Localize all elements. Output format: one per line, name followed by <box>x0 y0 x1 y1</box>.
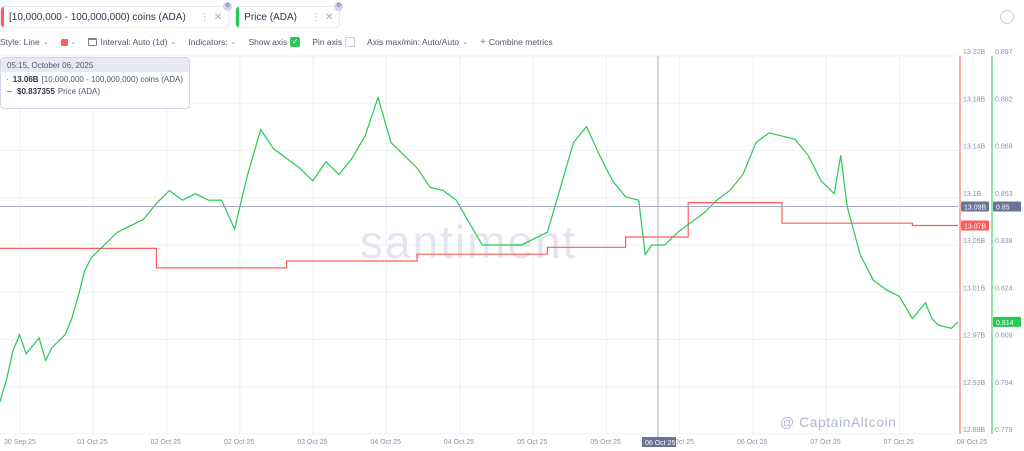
axis-minmax-dropdown[interactable]: Axis max/min: Auto/Auto ⌄ <box>367 37 468 47</box>
y-tick-label: 13.14B <box>963 144 986 151</box>
y-tick-label: 13.22B <box>963 49 986 56</box>
y-tick-label: 0.853 <box>995 191 1013 198</box>
x-tick-label: 08 Oct 25 <box>957 439 987 446</box>
x-tick-label: 02 Oct 25 <box>151 439 181 446</box>
y-tick-label: 12.93B <box>963 380 986 387</box>
crosshair-date-bg <box>642 437 676 447</box>
axis-minmax-label: Axis max/min: Auto/Auto <box>367 37 460 47</box>
pin-axis-label: Pin axis <box>312 37 343 47</box>
price-crosshair-badge: 0.85 <box>996 205 1010 212</box>
y-tick-label: 13.01B <box>963 285 986 292</box>
gear-icon[interactable]: ⚙ <box>334 2 344 11</box>
y-tick-label: 0.779 <box>995 427 1013 434</box>
y-tick-label: 12.97B <box>963 333 986 340</box>
combine-metrics-label: Combine metrics <box>488 37 553 47</box>
metric-label: [10,000,000 - 100,000,000) coins (ADA) <box>9 11 186 23</box>
x-tick-label: 04 Oct 25 <box>371 439 401 446</box>
more-options-icon[interactable]: ⋮ <box>199 11 210 23</box>
y-tick-label: 0.882 <box>995 96 1013 103</box>
y-tick-label: 0.897 <box>995 49 1013 56</box>
x-tick-label: 06 Oct 25 <box>737 439 767 446</box>
price-crosshair-badge-bg <box>993 201 1021 212</box>
tooltip-series-marker <box>7 90 12 93</box>
checkmark-icon[interactable]: ✓ <box>290 37 301 47</box>
metrics-bar: [10,000,000 - 100,000,000) coins (ADA) ⋮… <box>0 2 344 28</box>
x-tick-label: 30 Sep 25 <box>4 439 36 446</box>
price-current-badge-bg <box>993 316 1021 327</box>
x-tick-label: 02 Oct 25 <box>224 439 254 446</box>
x-tick-label: 07 Oct 25 <box>884 439 914 446</box>
gear-icon[interactable]: ⚙ <box>223 2 233 11</box>
chevron-down-icon: ⌄ <box>462 39 469 46</box>
price-current-badge: 0.814 <box>996 320 1014 327</box>
calendar-icon <box>88 38 98 46</box>
indicators-label: Indicators: <box>188 37 228 47</box>
more-options-icon[interactable]: ⋮ <box>310 11 321 23</box>
tooltip-series-marker <box>7 78 8 81</box>
tooltip-row-price: $0.837355 Price (ADA) <box>1 84 189 96</box>
x-tick-label: 03 Oct 25 <box>297 439 327 446</box>
color-swatch <box>60 38 68 46</box>
y-tick-label: 13.05B <box>963 238 986 245</box>
close-icon[interactable]: ✕ <box>324 11 334 23</box>
x-tick-label: 01 Oct 25 <box>77 439 107 446</box>
close-icon[interactable]: ✕ <box>213 11 223 23</box>
metric-label: Price (ADA) <box>244 11 297 23</box>
chevron-down-icon: ⌄ <box>230 39 237 46</box>
metric-color-swatch <box>1 7 4 27</box>
tooltip-value: $0.837355 <box>17 87 55 96</box>
tooltip-label: [10,000,000 - 100,000,000) coins (ADA) <box>41 75 183 84</box>
settings-button[interactable] <box>1000 10 1014 24</box>
series-line-price <box>0 95 959 403</box>
pin-axis-toggle[interactable]: Pin axis <box>312 37 356 47</box>
pin-axis-checkbox[interactable] <box>345 37 356 47</box>
santiment-watermark: santiment <box>360 216 577 268</box>
holders-crosshair-badge-bg <box>961 201 989 212</box>
chart-toolbar: Style: Line ⌄ ⌄ Interval: Auto (1d) ⌄ In… <box>0 34 553 50</box>
holders-crosshair-badge: 13.09B <box>964 205 987 212</box>
tooltip-label: Price (ADA) <box>57 87 101 96</box>
y-tick-label: 12.89B <box>963 427 986 434</box>
crosshair-date-label: 06 Oct 25 <box>645 440 675 447</box>
show-axis-label: Show axis <box>248 37 288 47</box>
chevron-down-icon: ⌄ <box>42 39 49 46</box>
y-tick-label: 13.1B <box>963 191 982 198</box>
y-tick-label: 0.868 <box>995 144 1013 151</box>
chevron-down-icon: ⌄ <box>170 39 177 46</box>
series-line-holders <box>0 202 958 269</box>
x-tick-label: 05 Oct 25 <box>517 439 547 446</box>
tooltip-date: 05:15, October 06, 2025 <box>1 58 189 72</box>
chevron-down-icon: ⌄ <box>70 39 77 46</box>
metric-pill-holders[interactable]: [10,000,000 - 100,000,000) coins (ADA) ⋮… <box>0 2 233 28</box>
holders-current-badge-bg <box>961 220 989 231</box>
y-tick-label: 0.824 <box>995 285 1013 292</box>
interval-label: Interval: Auto (1d) <box>100 37 168 47</box>
y-tick-label: 0.838 <box>995 238 1013 245</box>
credit-watermark: @ CaptainAltcoin <box>780 414 897 430</box>
y-tick-label: 13.18B <box>963 96 986 103</box>
tooltip-row-holders: 13.06B [10,000,000 - 100,000,000) coins … <box>1 72 189 84</box>
y-tick-label: 0.809 <box>995 333 1013 340</box>
metric-color-swatch <box>236 7 240 27</box>
indicators-dropdown[interactable]: Indicators: ⌄ <box>188 37 236 47</box>
color-picker[interactable]: ⌄ <box>60 38 77 46</box>
combine-metrics-button[interactable]: + Combine metrics <box>480 37 553 48</box>
plus-icon: + <box>480 36 486 48</box>
show-axis-toggle[interactable]: Show axis ✓ <box>249 37 301 47</box>
holders-current-badge: 13.07B <box>964 224 987 231</box>
x-tick-label: 05 Oct 25 <box>590 439 620 446</box>
metric-pill-price[interactable]: Price (ADA) ⋮ ✕ ⚙ <box>235 2 344 28</box>
tooltip-value: 13.06B <box>12 75 39 84</box>
x-tick-label: 07 Oct 25 <box>810 439 840 446</box>
y-tick-label: 0.794 <box>995 380 1013 387</box>
x-tick-label: 06 Oct 25 <box>664 439 694 446</box>
interval-dropdown[interactable]: Interval: Auto (1d) ⌄ <box>88 37 176 47</box>
chart-tooltip: 05:15, October 06, 2025 13.06B [10,000,0… <box>0 57 190 109</box>
style-label: Style: Line <box>0 37 40 47</box>
x-tick-label: 04 Oct 25 <box>444 439 474 446</box>
style-dropdown[interactable]: Style: Line ⌄ <box>0 37 49 47</box>
